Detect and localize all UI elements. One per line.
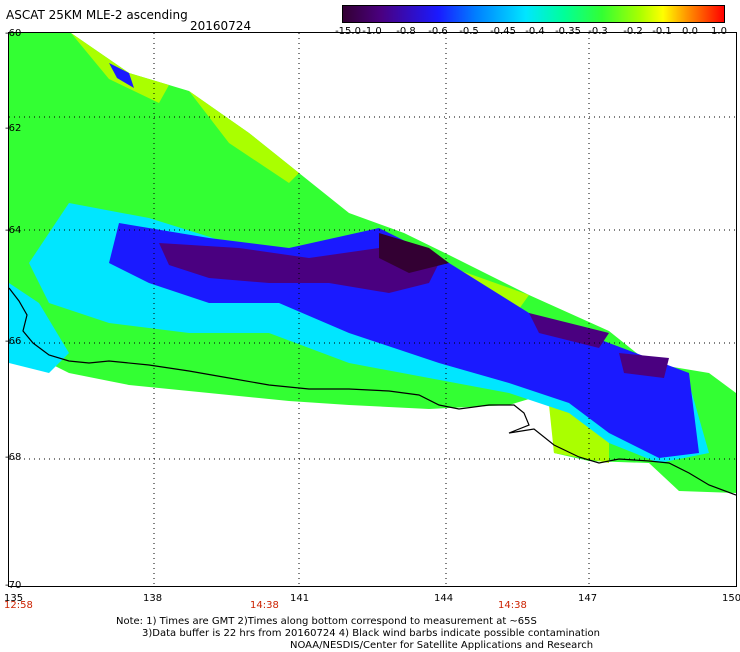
colorbar-label: -1.0: [362, 26, 382, 37]
field-purple: [619, 353, 669, 378]
lon-label: 150: [722, 593, 740, 604]
map-svg: [8, 33, 737, 586]
field-purple: [379, 233, 449, 273]
colorbar-label: 0.0: [682, 26, 698, 37]
field-lime: [549, 405, 609, 463]
colorbar-label: -0.45: [490, 26, 516, 37]
colorbar-label: -0.5: [459, 26, 479, 37]
field-purple: [529, 313, 609, 348]
lon-label: 138: [143, 593, 163, 604]
lat-label: -68: [5, 452, 22, 463]
colorbar-label: -0.3: [588, 26, 608, 37]
footnote-line: 3)Data buffer is 22 hrs from 20160724 4)…: [142, 628, 600, 639]
lon-label: 141: [290, 593, 310, 604]
graticule: [9, 33, 736, 586]
time-label: 14:38: [498, 600, 527, 611]
coastline: [8, 287, 737, 496]
lat-label: -60: [5, 28, 22, 39]
field-lime: [71, 33, 169, 103]
product-date: 20160724: [190, 19, 252, 33]
swath-field: [9, 33, 736, 493]
lon-label: 144: [434, 593, 454, 604]
footnote-line: NOAA/NESDIS/Center for Satellite Applica…: [290, 640, 594, 651]
field-blue: [109, 63, 134, 88]
colorbar-label: -0.35: [555, 26, 581, 37]
lon-label: 135: [4, 593, 24, 604]
field-lime: [189, 91, 299, 183]
map-plot-area[interactable]: [8, 32, 737, 587]
lat-label: -70: [5, 580, 22, 591]
time-label: 14:38: [250, 600, 279, 611]
time-label: 12:58: [4, 600, 33, 611]
lat-label: -66: [5, 336, 22, 347]
colorbar-label: -0.6: [428, 26, 448, 37]
product-title: ASCAT 25KM MLE-2 ascending: [6, 8, 188, 22]
colorbar-label: -0.4: [525, 26, 545, 37]
field-cyan: [9, 283, 69, 373]
lat-label: -62: [5, 123, 22, 134]
colorbar-label: -0.2: [623, 26, 643, 37]
colorbar-label: 1.0: [711, 26, 727, 37]
colorbar-label: -0.1: [652, 26, 672, 37]
lon-label: 147: [578, 593, 598, 604]
colorbar-label: -0.8: [396, 26, 416, 37]
lat-label: -64: [5, 225, 22, 236]
footnote-line: Note: 1) Times are GMT 2)Times along bot…: [116, 616, 537, 627]
colorbar-label: -15.0: [335, 26, 361, 37]
colorbar: [342, 5, 725, 23]
